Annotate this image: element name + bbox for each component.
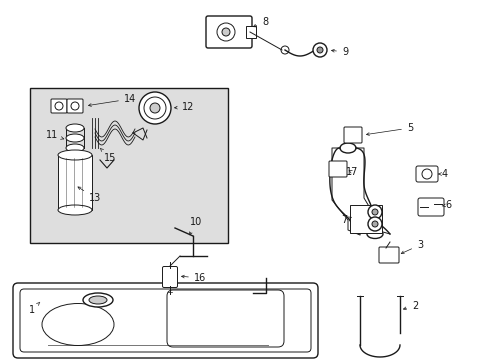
Text: 17: 17: [345, 167, 357, 177]
Text: 11: 11: [46, 130, 63, 140]
Text: 2: 2: [403, 301, 417, 311]
FancyBboxPatch shape: [51, 99, 67, 113]
Ellipse shape: [339, 143, 355, 153]
FancyBboxPatch shape: [162, 266, 177, 288]
Circle shape: [71, 102, 79, 110]
Ellipse shape: [42, 303, 114, 346]
Circle shape: [150, 103, 160, 113]
Circle shape: [222, 28, 229, 36]
Text: 7: 7: [340, 215, 350, 225]
Circle shape: [371, 209, 377, 215]
Text: 3: 3: [401, 240, 422, 254]
FancyBboxPatch shape: [13, 283, 317, 358]
Text: 6: 6: [441, 200, 450, 210]
Bar: [245, 26, 256, 38]
Text: 4: 4: [438, 169, 447, 179]
Text: 15: 15: [100, 148, 116, 163]
Ellipse shape: [89, 296, 107, 304]
Circle shape: [281, 46, 288, 54]
Text: 12: 12: [174, 102, 194, 112]
Circle shape: [367, 217, 381, 231]
Ellipse shape: [58, 150, 92, 160]
Ellipse shape: [366, 230, 382, 239]
FancyBboxPatch shape: [20, 289, 310, 352]
Text: 5: 5: [366, 123, 412, 135]
Ellipse shape: [66, 134, 84, 142]
FancyBboxPatch shape: [415, 166, 437, 182]
FancyBboxPatch shape: [378, 247, 398, 263]
Bar: [30, 88, 227, 243]
Text: 9: 9: [331, 47, 347, 57]
Text: 1: 1: [29, 302, 40, 315]
Circle shape: [312, 43, 326, 57]
Ellipse shape: [66, 144, 84, 152]
Text: 10: 10: [189, 217, 202, 235]
FancyBboxPatch shape: [167, 290, 284, 347]
FancyBboxPatch shape: [417, 198, 443, 216]
Ellipse shape: [83, 293, 113, 307]
Text: 13: 13: [78, 187, 101, 203]
Circle shape: [367, 205, 381, 219]
FancyBboxPatch shape: [343, 127, 361, 143]
Text: 14: 14: [88, 94, 136, 107]
FancyBboxPatch shape: [67, 99, 83, 113]
Text: 16: 16: [181, 273, 206, 283]
Circle shape: [316, 47, 323, 53]
Circle shape: [217, 23, 235, 41]
Circle shape: [55, 102, 63, 110]
Circle shape: [421, 169, 431, 179]
Bar: [58, 155, 92, 210]
Text: 8: 8: [253, 17, 267, 27]
Circle shape: [371, 221, 377, 227]
FancyBboxPatch shape: [328, 161, 346, 177]
Bar: [349, 205, 381, 233]
Ellipse shape: [58, 205, 92, 215]
FancyBboxPatch shape: [205, 16, 251, 48]
Circle shape: [143, 97, 165, 119]
Ellipse shape: [66, 124, 84, 132]
Circle shape: [139, 92, 171, 124]
